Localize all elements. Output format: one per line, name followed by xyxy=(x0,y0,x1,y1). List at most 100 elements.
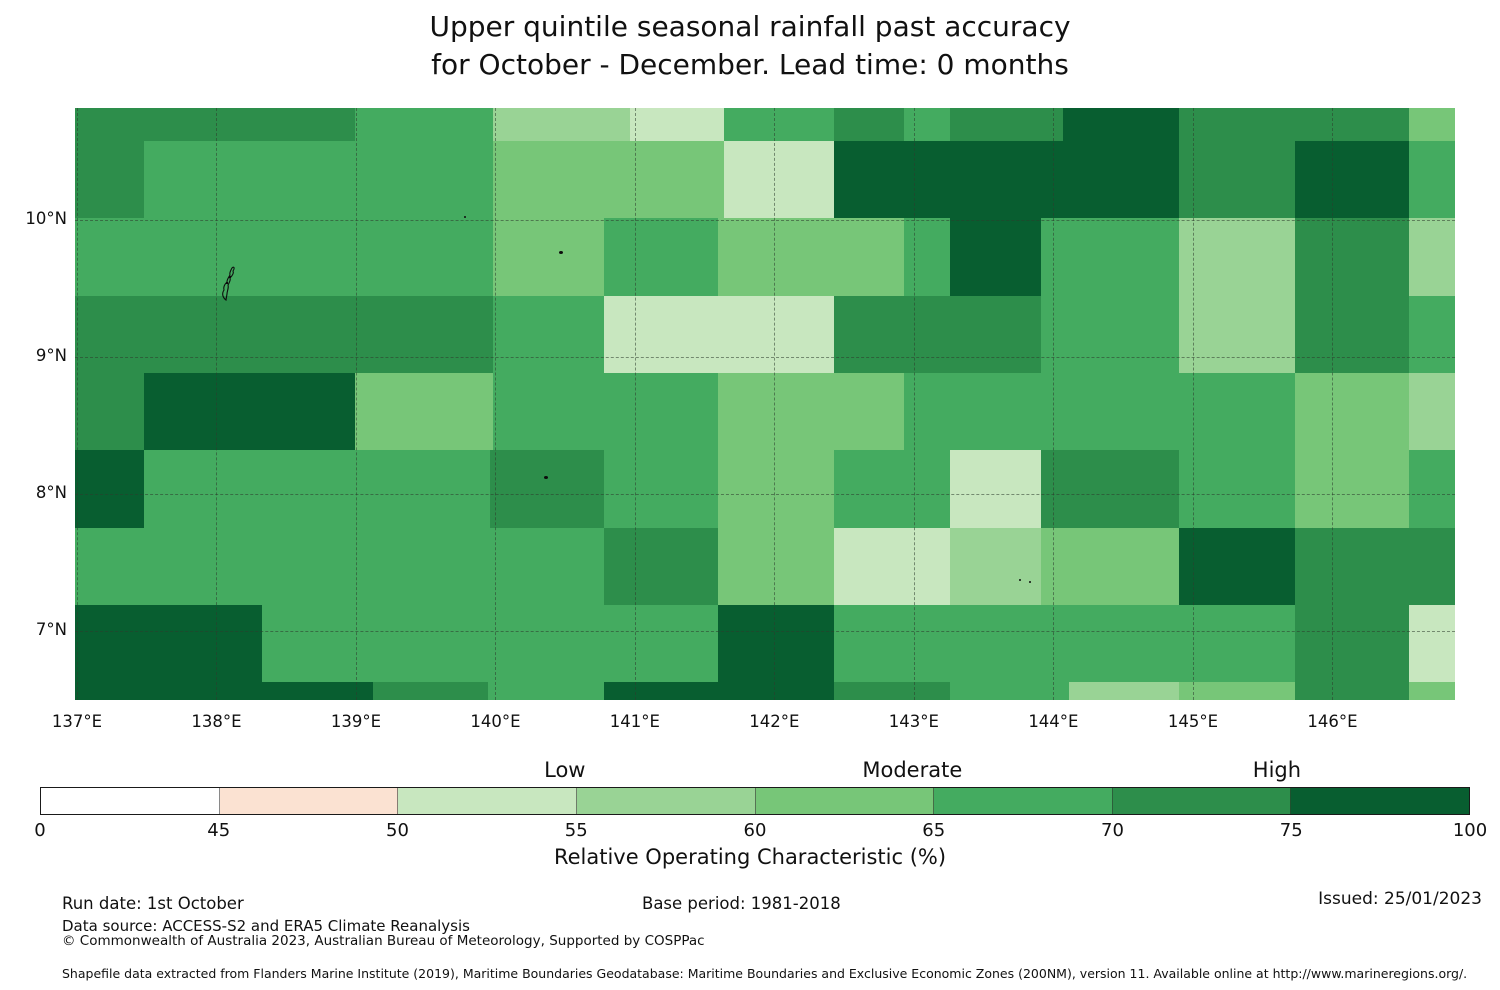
heatmap-cell xyxy=(144,449,492,529)
heatmap-cell xyxy=(355,372,494,451)
colorbar-tick-label: 65 xyxy=(922,820,946,841)
heatmap-cell xyxy=(261,604,719,683)
islet-dot xyxy=(464,215,467,218)
colorbar-segment xyxy=(1291,788,1469,814)
heatmap-cell xyxy=(1409,217,1455,297)
heatmap-cell xyxy=(1179,296,1296,374)
heatmap-cell xyxy=(834,296,1042,374)
shapefile-note-text: Shapefile data extracted from Flanders M… xyxy=(62,966,1468,981)
heatmap-cell xyxy=(75,604,263,683)
heatmap-cell xyxy=(373,682,489,700)
latitude-gridline xyxy=(75,220,1455,221)
heatmap-cell xyxy=(1294,140,1411,219)
heatmap-cell xyxy=(75,528,605,606)
heatmap-cell xyxy=(493,296,605,374)
heatmap-cell xyxy=(75,140,145,219)
heatmap-cell xyxy=(949,682,1070,700)
heatmap-cell xyxy=(493,217,605,297)
islet-dot xyxy=(559,251,564,255)
heatmap-cell xyxy=(1294,682,1411,700)
x-axis-tick-label: 146°E xyxy=(1307,712,1358,731)
heatmap-cell xyxy=(603,528,719,606)
islet-dot xyxy=(1018,579,1021,582)
heatmap-cell xyxy=(718,217,906,297)
heatmap-cell xyxy=(723,140,835,219)
colorbar-category-label: High xyxy=(1252,758,1302,782)
heatmap-cell xyxy=(75,296,494,374)
heatmap-cell xyxy=(1409,449,1455,529)
heatmap-cell xyxy=(1409,604,1455,683)
heatmap-cell xyxy=(144,140,494,219)
heatmap-cell xyxy=(1294,449,1411,529)
heatmap-cell xyxy=(1409,140,1455,219)
colorbar xyxy=(40,787,1470,815)
heatmap-cell xyxy=(603,449,719,529)
islet-dot xyxy=(1028,581,1031,583)
colorbar-segment xyxy=(1112,788,1292,814)
colorbar-axis-label: Relative Operating Characteristic (%) xyxy=(553,845,947,869)
heatmap-cell xyxy=(1179,449,1296,529)
heatmap-cell xyxy=(1294,528,1455,606)
longitude-gridline xyxy=(76,108,78,700)
heatmap-cell xyxy=(1179,217,1296,297)
heatmap-cell xyxy=(603,217,719,297)
copyright-text: © Commonwealth of Australia 2023, Austra… xyxy=(62,933,705,949)
heatmap-cell xyxy=(603,682,835,700)
heatmap-cell xyxy=(75,108,356,142)
x-axis-tick-label: 145°E xyxy=(1167,712,1219,731)
longitude-gridline xyxy=(913,108,915,700)
heatmap-cell xyxy=(1294,604,1411,683)
colorbar-segment xyxy=(41,788,220,814)
heatmap-cell xyxy=(949,108,1064,142)
chart-title-line2: for October - December. Lead time: 0 mon… xyxy=(431,48,1069,81)
heatmap-cell xyxy=(949,449,1042,529)
heatmap-cell xyxy=(834,449,951,529)
y-axis-tick-label: 8°N xyxy=(35,482,67,502)
heatmap-cell xyxy=(834,528,951,606)
issued-date-text: Issued: 25/01/2023 xyxy=(1318,889,1482,909)
heatmap-cell xyxy=(1409,372,1455,451)
run-date-text: Run date: 1st October xyxy=(62,894,244,913)
colorbar-tick-label: 50 xyxy=(386,820,409,841)
latitude-gridline xyxy=(75,630,1455,632)
colorbar-tick-label: 75 xyxy=(1279,820,1303,841)
heatmap-cell xyxy=(355,108,494,142)
heatmap-cell xyxy=(75,449,145,529)
colorbar-segment xyxy=(219,788,399,814)
heatmap-plot-area xyxy=(75,108,1455,700)
latitude-gridline xyxy=(75,493,1455,495)
chart-title-line1: Upper quintile seasonal rainfall past ac… xyxy=(429,10,1071,43)
heatmap-cell xyxy=(1179,108,1411,142)
longitude-gridline xyxy=(1332,108,1334,700)
heatmap-cell xyxy=(493,108,631,142)
chart-title: Upper quintile seasonal rainfall past ac… xyxy=(0,8,1500,84)
heatmap-cell xyxy=(1409,108,1455,142)
heatmap-cell xyxy=(1063,108,1180,142)
colorbar-segment xyxy=(934,788,1113,814)
colorbar-tick-label: 55 xyxy=(564,820,588,841)
colorbar-tick-label: 70 xyxy=(1101,820,1124,841)
heatmap-cell xyxy=(1041,449,1180,529)
heatmap-cell xyxy=(834,140,1180,219)
heatmap-cell xyxy=(144,372,356,451)
heatmap-cell xyxy=(75,372,145,451)
heatmap-cell xyxy=(1179,682,1296,700)
heatmap-cell xyxy=(834,108,906,142)
colorbar-segment xyxy=(576,788,756,814)
heatmap-cell xyxy=(490,449,605,529)
heatmap-cell xyxy=(723,108,835,142)
x-axis-tick-label: 137°E xyxy=(51,712,102,731)
heatmap-cell xyxy=(1041,528,1180,606)
colorbar-tick-label: 0 xyxy=(34,820,46,841)
heatmap-cell xyxy=(493,372,719,451)
longitude-gridline xyxy=(355,108,357,700)
colorbar-category-label: Moderate xyxy=(862,758,963,782)
y-axis-tick-label: 10°N xyxy=(25,209,67,228)
heatmap-cell xyxy=(1409,682,1455,700)
heatmap-cell xyxy=(718,449,835,529)
x-axis-tick-label: 139°E xyxy=(330,712,382,731)
longitude-gridline xyxy=(774,108,776,700)
colorbar-tick-label: 60 xyxy=(743,820,767,841)
x-axis-tick-label: 142°E xyxy=(749,712,800,731)
